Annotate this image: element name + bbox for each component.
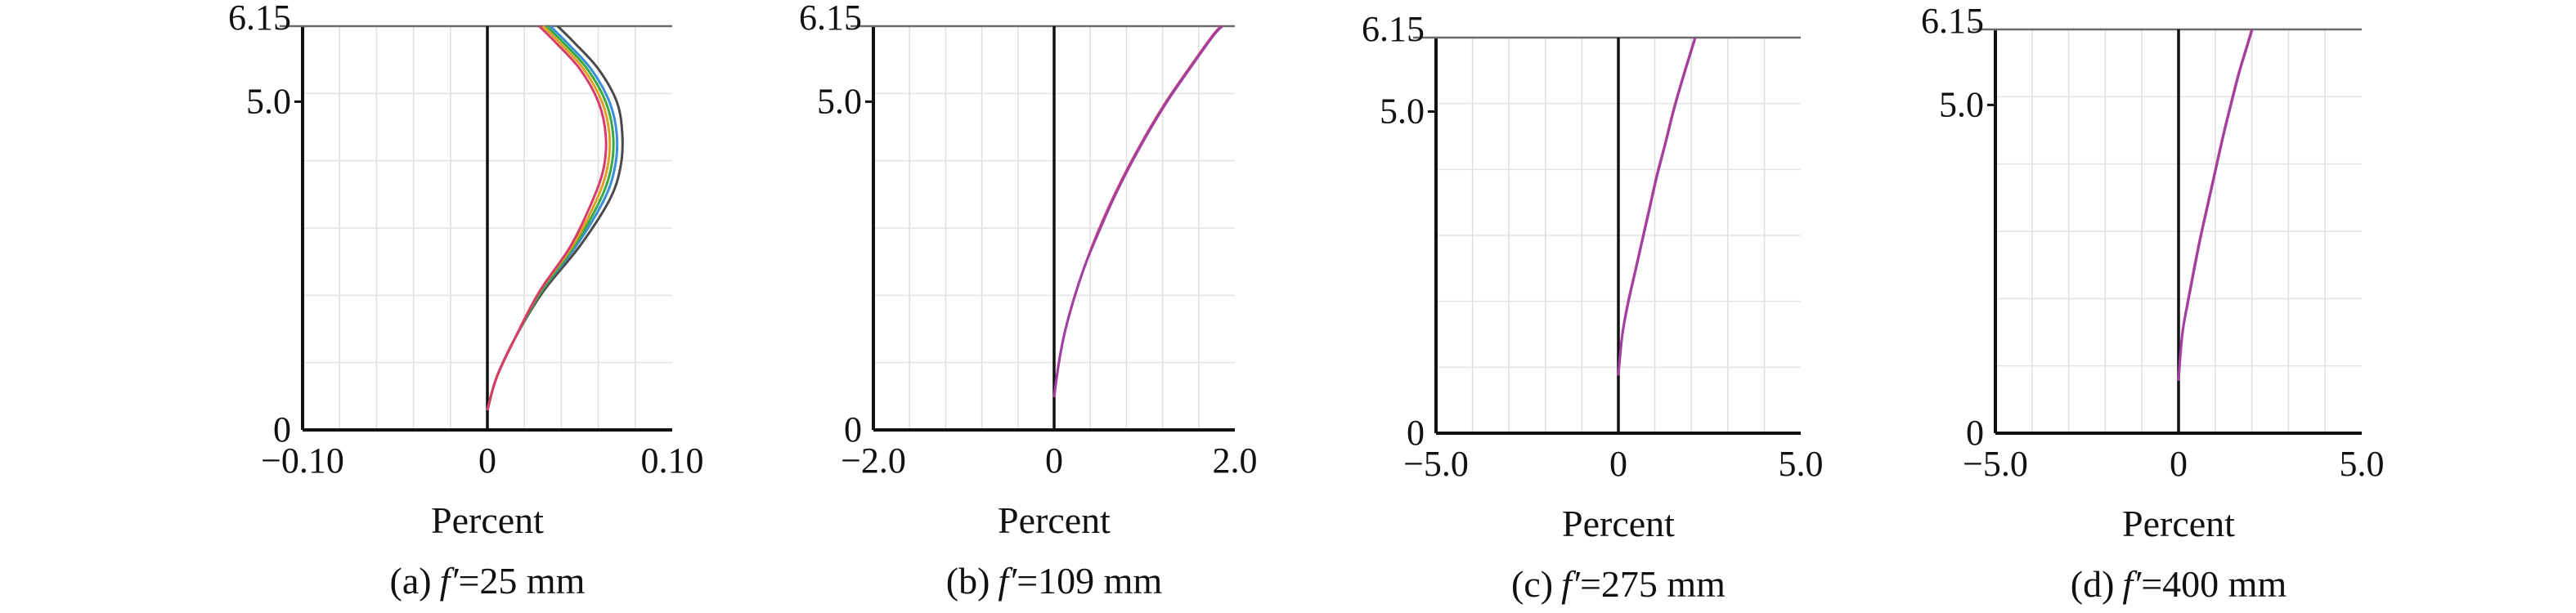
- x-tick-label: 0: [478, 441, 496, 481]
- y-tick-label: 6.15: [799, 0, 862, 38]
- y-tick-label: 5.0: [817, 81, 862, 121]
- y-tick-label: 0: [1966, 413, 1984, 453]
- x-tick-label: −0.10: [261, 441, 344, 481]
- x-axis-label: Percent: [2122, 503, 2235, 544]
- x-axis-label: Percent: [998, 499, 1111, 541]
- panel-caption: (b) f′=109 mm: [946, 560, 1163, 602]
- caption-label: (a): [390, 560, 432, 602]
- x-axis-label: Percent: [1562, 503, 1675, 544]
- caption-value: =25 mm: [458, 560, 585, 602]
- x-tick-label: 0.10: [641, 441, 704, 481]
- series-line-2: [1052, 25, 1223, 397]
- panel-caption: (a) f′=25 mm: [390, 560, 586, 602]
- panel-caption: (d) f′=400 mm: [2071, 563, 2287, 605]
- series-line-1: [1617, 37, 1697, 376]
- x-axis-label: Percent: [431, 499, 544, 541]
- y-tick-label: 6.15: [1921, 1, 1984, 41]
- y-tick-label: 5.0: [1380, 92, 1425, 132]
- caption-label: (d): [2071, 563, 2115, 605]
- caption-value: =400 mm: [2141, 563, 2287, 605]
- series-line-2: [2177, 29, 2254, 381]
- x-tick-label: 0: [1609, 444, 1627, 484]
- x-tick-label: 0: [2170, 444, 2188, 484]
- caption-variable: f′: [1561, 563, 1581, 605]
- caption-label: (b): [946, 560, 990, 602]
- x-tick-label: −5.0: [1963, 444, 2028, 484]
- series-line-1: [1052, 25, 1223, 397]
- y-tick-label: 6.15: [1362, 9, 1425, 49]
- caption-value: =275 mm: [1580, 563, 1726, 605]
- caption-variable: f′: [998, 560, 1017, 602]
- x-tick-label: −5.0: [1403, 444, 1469, 484]
- caption-variable: f′: [440, 560, 460, 602]
- x-tick-label: 0: [1045, 441, 1063, 481]
- y-tick-label: 0: [1407, 413, 1425, 453]
- y-tick-label: 5.0: [1939, 84, 1984, 124]
- series-line-2: [1617, 37, 1697, 376]
- panel-caption: (c) f′=275 mm: [1511, 563, 1726, 605]
- x-tick-label: 5.0: [1779, 444, 1824, 484]
- series-line-5: [486, 25, 608, 411]
- x-tick-label: 5.0: [2340, 444, 2385, 484]
- x-tick-label: −2.0: [841, 441, 906, 481]
- y-tick-label: 0: [273, 409, 291, 450]
- caption-value: =109 mm: [1016, 560, 1162, 602]
- caption-label: (c): [1511, 563, 1553, 605]
- y-tick-label: 0: [844, 409, 862, 450]
- y-tick-label: 5.0: [246, 81, 291, 121]
- caption-variable: f′: [2122, 563, 2142, 605]
- y-tick-label: 6.15: [228, 0, 291, 38]
- x-tick-label: 2.0: [1213, 441, 1258, 481]
